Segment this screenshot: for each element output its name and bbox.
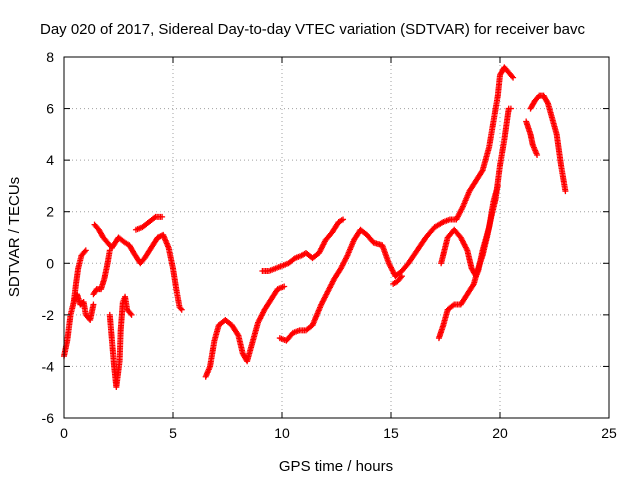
data-point (507, 105, 514, 112)
x-tick-label: 15 (383, 425, 399, 441)
data-point (508, 73, 515, 80)
data-point (470, 282, 477, 289)
data-point (478, 168, 485, 175)
data-point (127, 310, 134, 317)
data-point (281, 283, 288, 290)
y-tick-label: 6 (46, 101, 54, 117)
data-point (544, 99, 551, 106)
data-point (234, 331, 241, 338)
data-point (90, 301, 97, 308)
data-point (397, 274, 404, 281)
data-point (81, 248, 88, 255)
x-tick-label: 20 (492, 425, 508, 441)
data-point (398, 273, 405, 280)
x-tick-label: 25 (601, 425, 617, 441)
data-point (449, 302, 456, 309)
data-point (177, 305, 184, 312)
y-tick-label: -4 (42, 358, 55, 374)
y-tick-label: -6 (42, 410, 55, 426)
x-tick-label: 10 (274, 425, 290, 441)
y-tick-label: 2 (46, 204, 54, 220)
x-axis-label: GPS time / hours (279, 458, 393, 475)
data-point (128, 311, 135, 318)
y-tick-label: 8 (46, 49, 54, 65)
data-point (159, 213, 166, 220)
data-point (510, 74, 517, 81)
y-tick-label: 4 (46, 152, 54, 168)
chart-title: Day 020 of 2017, Sidereal Day-to-day VTE… (40, 21, 585, 38)
y-axis-label: SDTVAR / TECUs (6, 177, 23, 297)
data-point (562, 188, 569, 195)
data-point (82, 247, 89, 254)
data-point (178, 306, 185, 313)
data-point (151, 214, 158, 221)
y-tick-label: -2 (42, 307, 55, 323)
grid (64, 57, 609, 418)
plot-frame (63, 56, 610, 419)
data-markers (61, 64, 569, 391)
axis-ticks: 0 5 10 15 20 25 -6 -4 -2 0 2 4 6 8 (42, 49, 617, 441)
data-point (340, 216, 347, 223)
x-tick-label: 5 (169, 425, 177, 441)
y-tick-label: 0 (46, 255, 54, 271)
data-point (534, 151, 541, 158)
x-tick-label: 0 (60, 425, 68, 441)
data-point (494, 182, 501, 189)
